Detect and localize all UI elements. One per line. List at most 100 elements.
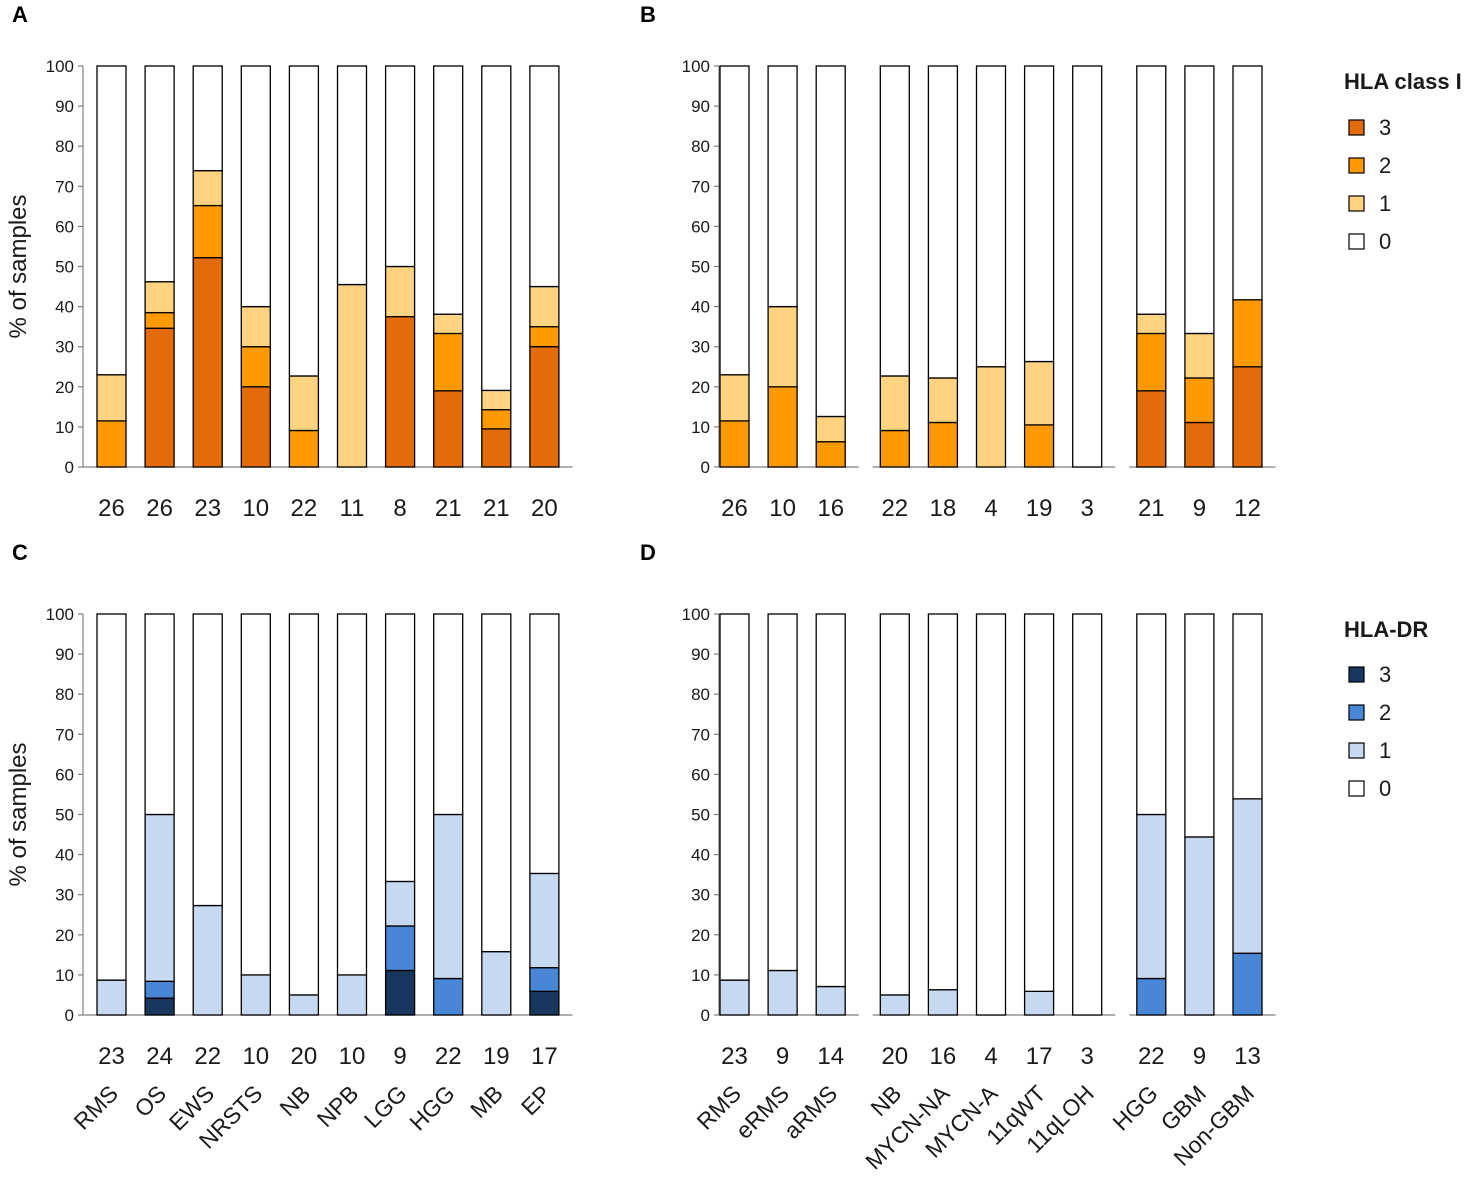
bar-segment-os-score-3 xyxy=(144,327,175,468)
panel-letter: B xyxy=(640,2,656,27)
sample-count-label: 3 xyxy=(1081,495,1094,522)
bar-segment-rms-score-1 xyxy=(96,374,127,422)
bar-segment-non-gbm-score-0 xyxy=(1232,65,1263,301)
sample-count-label: 10 xyxy=(769,495,796,522)
y-tick-label: 30 xyxy=(691,338,710,357)
bar-segment-nb-score-0 xyxy=(288,613,320,996)
y-tick-label: 60 xyxy=(691,765,710,784)
bar-segment-rms-score-1 xyxy=(96,979,127,1016)
bar-segment-nrsts-score-1 xyxy=(240,305,271,348)
bar-segment-non-gbm-score-2 xyxy=(1232,299,1263,368)
bar-segment-gbm-score-1 xyxy=(1184,836,1215,1016)
bar-segment-lgg-score-3 xyxy=(384,969,416,1016)
sample-count-label: 9 xyxy=(776,1043,789,1070)
bar-segment-npb-score-1 xyxy=(336,283,368,468)
category-label: HGG xyxy=(404,1080,459,1135)
sample-count-label: 13 xyxy=(1234,1043,1261,1070)
bar-segment-nb-score-1 xyxy=(879,994,910,1016)
bar-segment-rms-score-0 xyxy=(96,65,127,376)
bar-segment-rms-score-0 xyxy=(719,613,750,981)
sample-count-label: 18 xyxy=(930,495,957,522)
y-tick-label: 30 xyxy=(691,886,710,905)
bar-segment-nb-score-1 xyxy=(288,994,320,1016)
y-tick-label: 80 xyxy=(691,685,710,704)
category-label: aRMS xyxy=(779,1080,843,1144)
panel-d: D010203040506070809010023RMS9eRMS14aRMS2… xyxy=(640,540,1276,1174)
bar-segment-nrsts-score-3 xyxy=(240,386,271,468)
category-label: eRMS xyxy=(731,1080,795,1144)
bar-segment-mycn-na-score-0 xyxy=(927,65,959,379)
y-tick-label: 60 xyxy=(691,217,710,236)
bar-segment-mycn-a-score-0 xyxy=(975,65,1007,368)
y-tick-label: 90 xyxy=(691,97,710,116)
legend-swatch xyxy=(1348,704,1365,721)
sample-count-label: 9 xyxy=(393,1043,406,1070)
bar-segment-nrsts-score-2 xyxy=(240,346,271,388)
legend-swatch xyxy=(1348,119,1365,136)
sample-count-label: 26 xyxy=(146,495,173,522)
category-label: RMS xyxy=(68,1080,123,1135)
bar-segment-mb-score-3 xyxy=(481,428,512,468)
sample-count-label: 17 xyxy=(1026,1043,1053,1070)
bar-segment-arms-score-0 xyxy=(815,613,846,988)
bar-segment-gbm-score-1 xyxy=(1184,332,1215,379)
y-tick-label: 40 xyxy=(691,846,710,865)
bar-segment-ews-score-1 xyxy=(192,170,223,207)
bar-segment-mycn-na-score-1 xyxy=(927,377,959,424)
sample-count-label: 21 xyxy=(483,495,510,522)
sample-count-label: 19 xyxy=(483,1043,510,1070)
legend-title: HLA-DR xyxy=(1344,617,1428,642)
sample-count-label: 10 xyxy=(339,1043,366,1070)
bar-segment-non-gbm-score-0 xyxy=(1232,613,1263,800)
y-tick-label: 10 xyxy=(691,418,710,437)
bar-segment-ep-score-1 xyxy=(529,285,560,328)
legend-swatch xyxy=(1348,780,1365,797)
bar-segment-hgg-score-2 xyxy=(433,332,464,392)
sample-count-label: 20 xyxy=(531,495,558,522)
bar-segment-lgg-score-3 xyxy=(384,315,416,468)
y-tick-label: 20 xyxy=(55,926,74,945)
bar-segment-hgg-score-0 xyxy=(433,613,464,816)
legend-swatch xyxy=(1348,233,1365,250)
bar-segment-hgg-score-3 xyxy=(1136,390,1167,468)
bar-segment-erms-score-0 xyxy=(767,613,798,972)
bar-segment-ep-score-3 xyxy=(529,346,560,468)
y-tick-label: 80 xyxy=(691,137,710,156)
sample-count-label: 12 xyxy=(1234,495,1261,522)
bar-segment-hgg-score-0 xyxy=(433,65,464,315)
category-label: NPB xyxy=(312,1080,364,1132)
y-tick-label: 0 xyxy=(701,458,710,477)
bar-segment-nrsts-score-0 xyxy=(240,65,271,308)
bar-segment-npb-score-1 xyxy=(336,974,368,1016)
sample-count-label: 10 xyxy=(242,1043,269,1070)
bar-segment-erms-score-2 xyxy=(767,386,798,468)
sample-count-label: 11 xyxy=(340,495,365,522)
sample-count-label: 22 xyxy=(435,1043,462,1070)
y-tick-label: 60 xyxy=(55,217,74,236)
sample-count-label: 3 xyxy=(1081,1043,1094,1070)
bar-segment-ews-score-0 xyxy=(192,613,223,907)
category-label: LGG xyxy=(359,1080,412,1133)
bar-segment-lgg-score-0 xyxy=(384,613,416,883)
sample-count-label: 22 xyxy=(291,495,318,522)
bar-segment-ews-score-0 xyxy=(192,65,223,172)
bar-segment-mb-score-1 xyxy=(481,950,512,1016)
legend-label: 0 xyxy=(1379,776,1391,801)
legend-hla-class-i: HLA class I 3 2 1 0 xyxy=(1344,69,1462,254)
bar-segment-lgg-score-0 xyxy=(384,65,416,268)
sample-count-label: 9 xyxy=(1193,1043,1206,1070)
bar-segment-non-gbm-score-2 xyxy=(1232,952,1263,1016)
bar-segment-erms-score-1 xyxy=(767,969,798,1016)
sample-count-label: 9 xyxy=(1193,495,1206,522)
y-axis-label: % of samples xyxy=(5,742,32,886)
bar-segment-ep-score-2 xyxy=(529,325,560,348)
panel-letter: A xyxy=(12,2,28,27)
bar-segment-ews-score-1 xyxy=(192,904,223,1016)
bar-segment-npb-score-0 xyxy=(336,65,368,286)
y-tick-label: 40 xyxy=(55,846,74,865)
bar-segment-nb-score-2 xyxy=(288,429,320,468)
bar-segment-mycn-a-score-0 xyxy=(975,613,1007,1016)
bar-segment-arms-score-1 xyxy=(815,415,846,443)
y-axis-label: % of samples xyxy=(5,194,32,338)
